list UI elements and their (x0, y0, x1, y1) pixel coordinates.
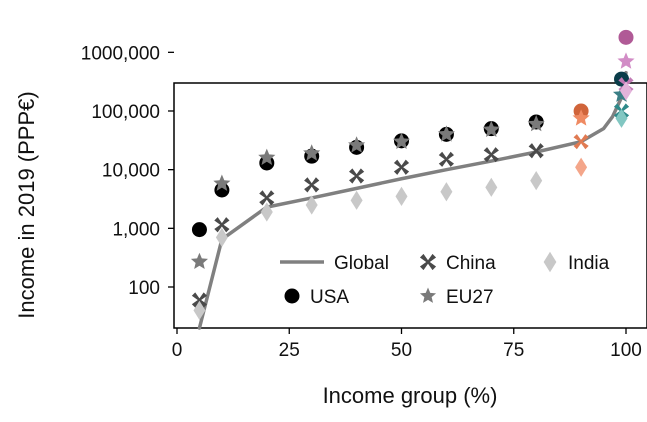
data-point-china (214, 217, 230, 233)
data-point-india (530, 171, 543, 191)
data-point-eu27 (190, 252, 209, 269)
data-point-india (395, 186, 408, 207)
legend-swatch-india (543, 251, 557, 273)
x-tick-label: 100 (610, 340, 642, 361)
data-point-eu27 (617, 52, 635, 69)
data-point-eu27 (348, 136, 366, 153)
data-point-eu27 (258, 148, 276, 165)
legend-swatch-china (419, 253, 437, 271)
data-point-china (393, 159, 410, 175)
legend-label-usa: USA (310, 287, 349, 308)
data-point-china (304, 177, 320, 193)
data-point-eu27 (482, 120, 500, 137)
data-point-eu27 (392, 132, 411, 149)
data-point-eu27 (437, 125, 455, 142)
data-point-india (305, 195, 318, 215)
y-tick-label: 10,000 (102, 161, 160, 182)
data-point-india (215, 227, 228, 248)
series-layer (190, 29, 635, 330)
y-axis: 100 1,000 10,000 100,000 1000,000 (81, 43, 174, 299)
data-point-usa (191, 222, 207, 238)
data-point-usa (618, 29, 634, 45)
data-point-india (350, 190, 363, 210)
data-point-china (438, 151, 454, 167)
data-point-eu27 (303, 144, 321, 161)
y-axis-title: Income in 2019 (PPP€) (14, 91, 39, 318)
data-point-eu27 (572, 109, 590, 126)
y-tick-label: 100 (128, 278, 160, 299)
legend-label-global: Global (334, 253, 389, 274)
data-point-india (620, 81, 632, 101)
data-point-india (485, 177, 498, 197)
legend: Global China India USA EU27 (280, 251, 610, 308)
legend-swatch-usa (284, 288, 300, 304)
x-tick-label: 50 (391, 340, 412, 361)
data-point-china (483, 147, 499, 163)
data-point-eu27 (213, 174, 231, 191)
data-point-china (573, 134, 589, 150)
legend-label-india: India (568, 253, 610, 274)
x-tick-label: 25 (279, 340, 300, 361)
x-tick-label: 75 (503, 340, 524, 361)
x-axis-title: Income group (%) (323, 383, 498, 408)
x-tick-label: 0 (172, 340, 183, 361)
data-point-china (191, 292, 208, 308)
series-line-global (197, 70, 628, 330)
legend-label-china: China (446, 253, 496, 274)
data-point-india (193, 300, 206, 320)
data-point-india (440, 182, 453, 202)
y-tick-label: 1000,000 (81, 43, 160, 64)
x-axis: 0 25 50 75 100 (172, 328, 642, 361)
y-tick-label: 100,000 (91, 102, 160, 123)
data-point-india (575, 157, 588, 177)
data-point-eu27 (527, 115, 545, 132)
y-tick-label: 1,000 (112, 219, 160, 240)
legend-swatch-eu27 (419, 287, 437, 303)
legend-label-eu27: EU27 (446, 287, 494, 308)
data-point-india (260, 202, 273, 222)
data-point-china (349, 168, 365, 184)
data-point-india (615, 108, 628, 128)
data-point-china (528, 143, 544, 159)
plot-frame (173, 82, 647, 329)
data-point-china (259, 190, 275, 206)
